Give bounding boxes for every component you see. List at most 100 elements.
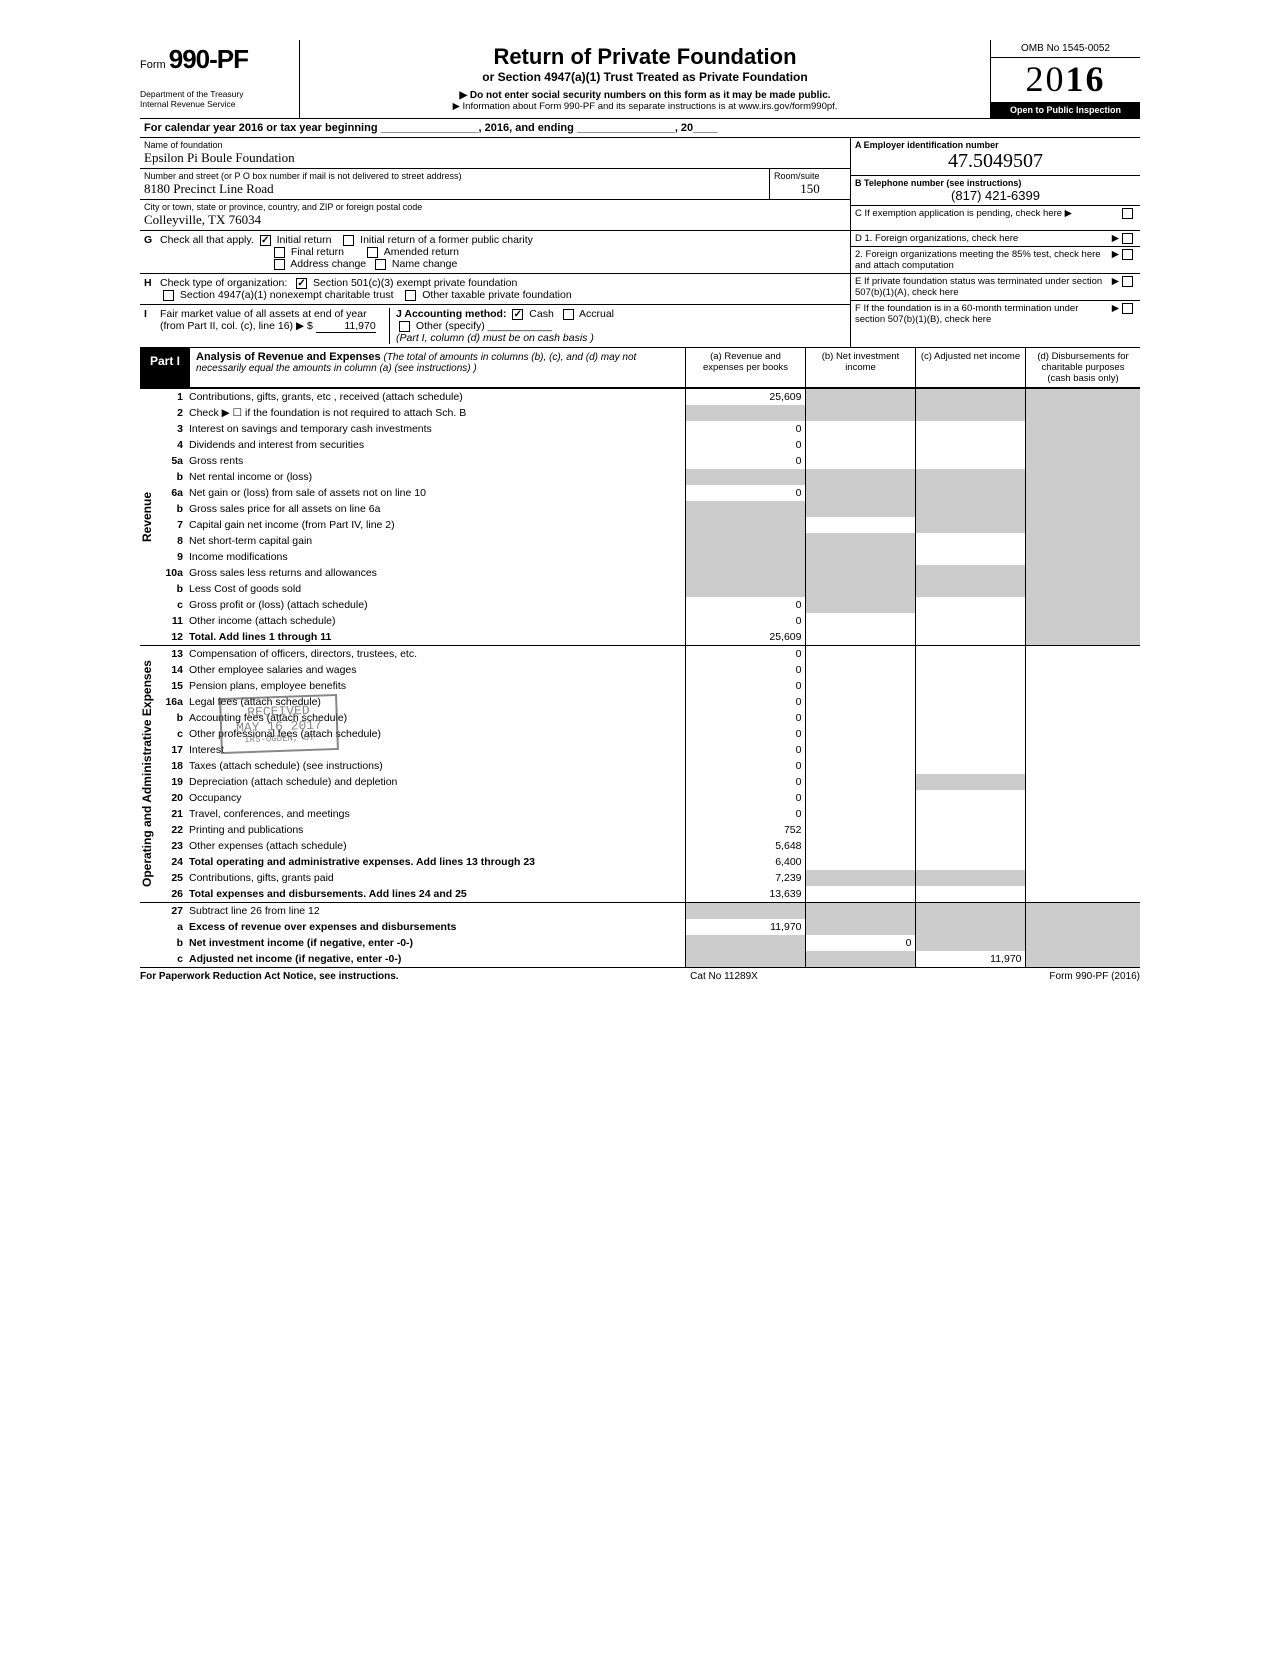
dept-line1: Department of the Treasury xyxy=(140,89,293,99)
g-initial-return-checkbox[interactable] xyxy=(260,235,271,246)
row-g: G Check all that apply. Initial return I… xyxy=(140,231,850,274)
i-note: (Part I, column (d) must be on cash basi… xyxy=(396,332,594,344)
expenses-table: 13Compensation of officers, directors, t… xyxy=(160,646,1140,902)
line-21: 21Travel, conferences, and meetings0 xyxy=(160,806,1140,822)
footer-center: Cat No 11289X xyxy=(690,971,758,982)
omb-number: OMB No 1545-0052 xyxy=(991,40,1140,58)
cal-mid: , 2016, and ending xyxy=(479,122,574,134)
j-opt-2: Other (specify) xyxy=(416,320,485,332)
d2-checkbox[interactable] xyxy=(1122,249,1133,260)
row-i-j: I Fair market value of all assets at end… xyxy=(140,305,850,347)
form-footer: For Paperwork Reduction Act Notice, see … xyxy=(140,967,1140,982)
form-990pf: Form 990-PF Department of the Treasury I… xyxy=(140,40,1140,982)
line-11: 11Other income (attach schedule)0 xyxy=(160,613,1140,629)
g-amended-checkbox[interactable] xyxy=(367,247,378,258)
g-address-change-checkbox[interactable] xyxy=(274,259,285,270)
form-prefix: Form xyxy=(140,59,166,71)
header-center: Return of Private Foundation or Section … xyxy=(300,40,990,118)
e-checkbox[interactable] xyxy=(1122,276,1133,287)
header-right: OMB No 1545-0052 2016 Open to Public Ins… xyxy=(990,40,1140,118)
line-19: 19Depreciation (attach schedule) and dep… xyxy=(160,774,1140,790)
line-5a: 5aGross rents0 xyxy=(160,453,1140,469)
j-accrual-checkbox[interactable] xyxy=(563,309,574,320)
line-10b: bLess Cost of goods sold xyxy=(160,581,1140,597)
box-d1: D 1. Foreign organizations, check here xyxy=(855,233,1018,244)
footer-left: For Paperwork Reduction Act Notice, see … xyxy=(140,971,399,982)
form-title: Return of Private Foundation xyxy=(308,44,982,70)
h-opt-0: Section 501(c)(3) exempt private foundat… xyxy=(313,277,517,289)
h-opt-1: Section 4947(a)(1) nonexempt charitable … xyxy=(180,289,394,301)
g-opt-0: Initial return xyxy=(277,234,332,246)
line-10a: 10aGross sales less returns and allowanc… xyxy=(160,565,1140,581)
col-a-header: (a) Revenue and expenses per books xyxy=(685,348,805,387)
line-10c: cGross profit or (loss) (attach schedule… xyxy=(160,597,1140,613)
h-4947-checkbox[interactable] xyxy=(163,290,174,301)
j-other-checkbox[interactable] xyxy=(399,321,410,332)
open-public-label: Open to Public Inspection xyxy=(991,102,1140,118)
box-c-checkbox[interactable] xyxy=(1122,208,1133,219)
cal-left: For calendar year 2016 or tax year begin… xyxy=(144,122,378,134)
calendar-year-row: For calendar year 2016 or tax year begin… xyxy=(140,119,1140,138)
h-opt-2: Other taxable private foundation xyxy=(422,289,571,301)
d1-checkbox[interactable] xyxy=(1122,233,1133,244)
g-opt-4: Address change xyxy=(290,258,366,270)
line-18: 18Taxes (attach schedule) (see instructi… xyxy=(160,758,1140,774)
line-14: 14Other employee salaries and wages0 xyxy=(160,662,1140,678)
col-b-header: (b) Net investment income xyxy=(805,348,915,387)
tax-year: 2016 xyxy=(991,58,1140,102)
line-27a: aExcess of revenue over expenses and dis… xyxy=(160,919,1140,935)
line-6b: bGross sales price for all assets on lin… xyxy=(160,501,1140,517)
dept-line2: Internal Revenue Service xyxy=(140,99,293,109)
f-checkbox[interactable] xyxy=(1122,303,1133,314)
g-opt-1: Initial return of a former public charit… xyxy=(360,234,533,246)
cal-right: , 20 xyxy=(675,122,693,134)
room-label: Room/suite xyxy=(774,171,846,181)
part1-title: Analysis of Revenue and Expenses xyxy=(196,351,381,363)
line-27c: cAdjusted net income (if negative, enter… xyxy=(160,951,1140,967)
line-27b: bNet investment income (if negative, ent… xyxy=(160,935,1140,951)
line27-section: 27Subtract line 26 from line 12 aExcess … xyxy=(140,902,1140,967)
j-cash-checkbox[interactable] xyxy=(512,309,523,320)
ein-label: A Employer identification number xyxy=(855,140,1136,150)
header-left: Form 990-PF Department of the Treasury I… xyxy=(140,40,300,118)
line-16a: 16aLegal fees (attach schedule)0 xyxy=(160,694,1140,710)
h-501c3-checkbox[interactable] xyxy=(296,278,307,289)
name-label: Name of foundation xyxy=(144,140,846,150)
phone-value: (817) 421-6399 xyxy=(855,188,1136,203)
foundation-name: Epsilon Pi Boule Foundation xyxy=(144,150,846,166)
line-8: 8Net short-term capital gain xyxy=(160,533,1140,549)
j-label: J Accounting method: xyxy=(396,308,506,320)
line-5b: bNet rental income or (loss) xyxy=(160,469,1140,485)
box-e: E If private foundation status was termi… xyxy=(855,276,1108,298)
g-name-change-checkbox[interactable] xyxy=(375,259,386,270)
revenue-vert-label: Revenue xyxy=(140,389,160,645)
col-d-header: (d) Disbursements for charitable purpose… xyxy=(1025,348,1140,387)
info-grid: Name of foundation Epsilon Pi Boule Foun… xyxy=(140,138,1140,231)
g-label: Check all that apply. xyxy=(160,234,254,246)
g-opt-5: Name change xyxy=(392,258,457,270)
fmv-value: 11,970 xyxy=(316,320,376,333)
instr-2: ▶ Information about Form 990-PF and its … xyxy=(308,101,982,112)
ein-value: 47.5049507 xyxy=(855,150,1136,173)
line-9: 9Income modifications xyxy=(160,549,1140,565)
g-final-return-checkbox[interactable] xyxy=(274,247,285,258)
room-suite: 150 xyxy=(774,181,846,197)
box-d2: 2. Foreign organizations meeting the 85%… xyxy=(855,249,1108,271)
line-27: 27Subtract line 26 from line 12 xyxy=(160,903,1140,919)
footer-right: Form 990-PF (2016) xyxy=(1049,971,1140,982)
line-23: 23Other expenses (attach schedule)5,648 xyxy=(160,838,1140,854)
line-4: 4Dividends and interest from securities0 xyxy=(160,437,1140,453)
line-15: 15Pension plans, employee benefits0 xyxy=(160,678,1140,694)
part1-header: Part I Analysis of Revenue and Expenses … xyxy=(140,347,1140,388)
checks-section: G Check all that apply. Initial return I… xyxy=(140,231,1140,347)
form-subtitle: or Section 4947(a)(1) Trust Treated as P… xyxy=(308,70,982,84)
line27-table: 27Subtract line 26 from line 12 aExcess … xyxy=(160,903,1140,967)
h-other-checkbox[interactable] xyxy=(405,290,416,301)
line-2: 2Check ▶ ☐ if the foundation is not requ… xyxy=(160,405,1140,421)
row-h: H Check type of organization: Section 50… xyxy=(140,274,850,305)
box-f: F If the foundation is in a 60-month ter… xyxy=(855,303,1108,325)
part1-label: Part I xyxy=(140,348,190,387)
g-former-charity-checkbox[interactable] xyxy=(343,235,354,246)
j-opt-0: Cash xyxy=(529,308,554,320)
line-1: 1Contributions, gifts, grants, etc , rec… xyxy=(160,389,1140,405)
